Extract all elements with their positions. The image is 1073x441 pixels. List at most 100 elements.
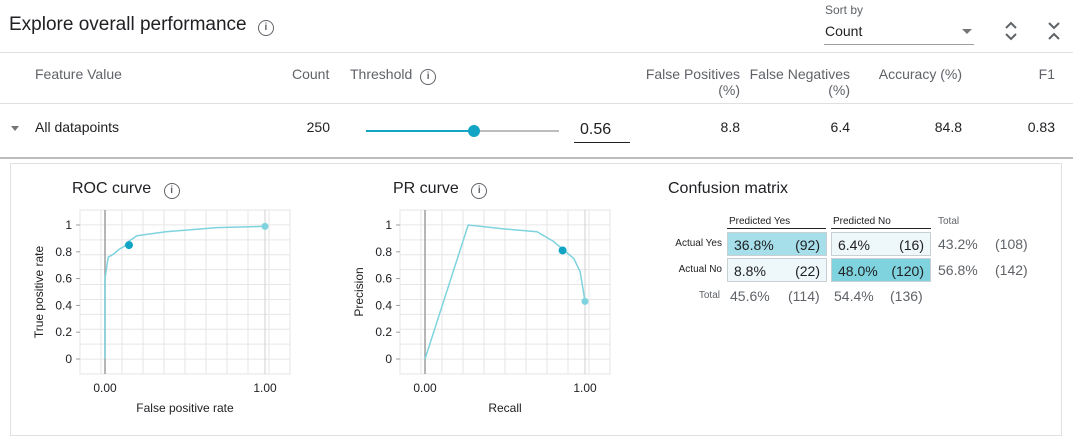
cm-tn-pct: 48.0% [838,263,878,279]
row-count: 250 [306,119,330,135]
roc-y-tick-label: 0.2 [55,325,72,339]
info-icon[interactable]: i [420,69,437,85]
col-false-positives[interactable]: False Positives (%) [640,66,740,98]
pr-x-tick-label: 0.00 [413,381,437,395]
col-threshold-label: Threshold [350,66,413,82]
cm-total-header: Total [938,216,960,227]
confusion-title: Confusion matrix [668,180,789,197]
row-f1: 0.83 [1027,119,1055,135]
cm-tp-cnt: (92) [795,237,820,253]
col-fp-line1: False Positives [645,66,740,82]
cm-row1-total-pct: 43.2% [938,236,978,252]
row-false-negatives: 6.4 [830,119,850,135]
cm-fn-pct: 6.4% [838,237,870,253]
threshold-input-value: 0.56 [580,121,612,138]
col-fn-line1: False Negatives [749,66,850,82]
roc-y-tick-label: 0 [65,352,72,366]
pr-title-text: PR curve [393,180,459,197]
col-false-negatives[interactable]: False Negatives (%) [744,66,850,98]
cm-col2-total-cnt: (136) [890,288,923,304]
page-title: Explore overall performance i [9,14,274,36]
col-fn-line2: (%) [828,82,850,98]
pr-x-tick-label: 1.00 [573,381,597,395]
cm-tp-pct: 36.8% [734,237,774,253]
cm-actual-no: Actual No [678,264,722,275]
cm-true-positive: 36.8% (92) [727,232,827,256]
cm-row2-total-cnt: (142) [995,262,1028,278]
expanded-panel [10,163,1062,436]
expand-row-icon[interactable] [11,126,19,131]
info-icon[interactable]: i [471,183,488,199]
row-false-positives: 8.8 [720,119,740,135]
pr-y-tick-label: 0.2 [375,325,392,339]
cm-predicted-no: Predicted No [833,216,891,227]
cm-row2-total-pct: 56.8% [938,262,978,278]
roc-y-tick-label: 0.8 [55,245,72,259]
pr-y-tick-label: 0.8 [375,245,392,259]
roc-x-tick-label: 1.00 [253,381,277,395]
roc-x-axis-label: False positive rate [136,401,234,415]
header-divider [0,52,1073,53]
chevron-down-icon [962,29,972,34]
sort-by-value: Count [825,23,863,39]
cm-fn-cnt: (16) [899,237,924,253]
roc-y-axis-label: True positive rate [32,246,46,339]
row-label: All datapoints [35,119,120,135]
cm-fp-pct: 8.8% [734,263,766,279]
col-fp-line2: (%) [718,82,740,98]
pr-y-tick-label: 0 [385,352,392,366]
roc-y-tick-label: 1 [65,218,72,232]
cm-col2-total-pct: 54.4% [834,288,874,304]
roc-y-tick-label: 0.6 [55,272,72,286]
cm-true-negative: 48.0% (120) [831,258,931,282]
unfold-less-icon[interactable] [1046,20,1062,42]
pr-title: PR curve i [393,180,488,199]
col-count[interactable]: Count [292,66,330,82]
columns-divider [0,103,1073,104]
roc-title: ROC curve i [72,180,180,199]
cm-col1-total-pct: 45.6% [730,288,770,304]
pr-chart: 1 0.8 0.6 0.4 0.2 0 0.00 1.00 Recall Precision [352,209,611,415]
cm-col1-total-cnt: (114) [788,288,820,304]
pr-y-tick-label: 0.4 [375,298,392,312]
roc-title-text: ROC curve [72,180,152,197]
unfold-more-icon[interactable] [1003,20,1019,42]
info-icon[interactable]: i [163,183,180,199]
pr-end-point [581,297,589,305]
roc-end-point [261,222,269,230]
col-feature-value: Feature Value [35,66,122,82]
pr-threshold-point [558,246,567,255]
threshold-slider-fill [366,130,475,132]
roc-threshold-point [125,241,133,250]
col-accuracy[interactable]: Accuracy (%) [878,66,962,82]
roc-curve [104,225,266,359]
info-icon[interactable]: i [257,20,274,36]
pr-curve [424,224,586,360]
threshold-input[interactable]: 0.56 [574,114,630,143]
pr-y-tick-label: 1 [385,218,392,232]
roc-chart: 1 0.8 0.6 0.4 0.2 0 0.00 1.00 False positive rat… [32,209,291,415]
cm-total-row-label: Total [698,290,720,301]
cm-tn-cnt: (120) [891,263,924,279]
cm-false-positive: 8.8% (22) [727,258,827,282]
pr-y-axis-label: Precision [352,267,366,316]
cm-false-negative: 6.4% (16) [831,232,931,256]
col-f1[interactable]: F1 [1038,66,1055,82]
cm-row1-total-cnt: (108) [995,236,1028,252]
pr-x-axis-label: Recall [488,401,521,415]
sort-by-dropdown[interactable]: Count [824,18,974,45]
row-accuracy: 84.8 [934,119,962,135]
threshold-slider-thumb[interactable] [468,125,481,137]
row-divider [0,157,1073,159]
sort-by-label: Sort by [825,3,864,17]
pr-y-tick-label: 0.6 [375,272,392,286]
roc-x-tick-label: 0.00 [93,381,117,395]
cm-fp-cnt: (22) [795,263,820,279]
cm-col2-underline [831,228,931,229]
cm-predicted-yes: Predicted Yes [729,216,791,227]
cm-actual-yes: Actual Yes [675,238,722,249]
page-title-text: Explore overall performance [9,14,247,35]
roc-y-tick-label: 0.4 [55,298,72,312]
col-threshold: Threshold i [350,66,437,85]
cm-col1-underline [727,228,826,229]
